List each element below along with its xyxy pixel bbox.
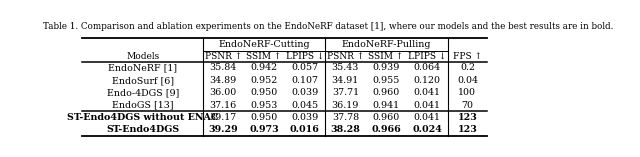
Text: 0.942: 0.942 xyxy=(250,63,278,72)
Text: 39.17: 39.17 xyxy=(210,113,237,122)
Text: 0.107: 0.107 xyxy=(291,76,318,85)
Text: 0.016: 0.016 xyxy=(290,125,319,134)
Text: 0.041: 0.041 xyxy=(413,88,441,97)
Text: 0.064: 0.064 xyxy=(413,63,441,72)
Text: 0.024: 0.024 xyxy=(412,125,442,134)
Text: EndoNeRF-Pulling: EndoNeRF-Pulling xyxy=(342,40,431,49)
Text: 0.057: 0.057 xyxy=(291,63,318,72)
Text: 0.2: 0.2 xyxy=(460,63,475,72)
Text: ST-Endo4DGS without ENAC: ST-Endo4DGS without ENAC xyxy=(67,113,218,122)
Text: 0.952: 0.952 xyxy=(250,76,278,85)
Text: 37.78: 37.78 xyxy=(332,113,359,122)
Text: EndoNeRF [1]: EndoNeRF [1] xyxy=(108,63,177,72)
Text: 0.04: 0.04 xyxy=(457,76,478,85)
Text: 35.84: 35.84 xyxy=(210,63,237,72)
Text: Table 1. Comparison and ablation experiments on the EndoNeRF dataset [1], where : Table 1. Comparison and ablation experim… xyxy=(43,22,613,31)
Text: 100: 100 xyxy=(458,88,476,97)
Text: 0.953: 0.953 xyxy=(250,101,278,110)
Text: 39.29: 39.29 xyxy=(209,125,238,134)
Text: Endo-4DGS [9]: Endo-4DGS [9] xyxy=(106,88,179,97)
Text: 36.19: 36.19 xyxy=(332,101,359,110)
Text: 0.939: 0.939 xyxy=(372,63,400,72)
Text: 0.045: 0.045 xyxy=(291,101,318,110)
Text: 0.955: 0.955 xyxy=(372,76,400,85)
Text: FPS ↑: FPS ↑ xyxy=(453,52,482,61)
Text: PSNR ↑: PSNR ↑ xyxy=(205,52,242,61)
Text: 0.041: 0.041 xyxy=(413,113,441,122)
Text: ST-Endo4DGS: ST-Endo4DGS xyxy=(106,125,179,134)
Text: 0.960: 0.960 xyxy=(372,113,399,122)
Text: 0.973: 0.973 xyxy=(249,125,279,134)
Text: 37.71: 37.71 xyxy=(332,88,359,97)
Text: 34.89: 34.89 xyxy=(210,76,237,85)
Text: SSIM ↑: SSIM ↑ xyxy=(246,52,282,61)
Text: EndoNeRF-Cutting: EndoNeRF-Cutting xyxy=(218,40,310,49)
Text: 0.120: 0.120 xyxy=(413,76,441,85)
Text: 36.00: 36.00 xyxy=(210,88,237,97)
Text: 0.039: 0.039 xyxy=(291,113,318,122)
Text: 0.041: 0.041 xyxy=(413,101,441,110)
Text: 70: 70 xyxy=(461,101,474,110)
Text: SSIM ↑: SSIM ↑ xyxy=(369,52,404,61)
Text: 0.950: 0.950 xyxy=(250,113,278,122)
Text: 0.039: 0.039 xyxy=(291,88,318,97)
Text: 123: 123 xyxy=(458,113,477,122)
Text: 0.941: 0.941 xyxy=(372,101,399,110)
Text: EndoSurf [6]: EndoSurf [6] xyxy=(112,76,174,85)
Text: 37.16: 37.16 xyxy=(210,101,237,110)
Text: 0.966: 0.966 xyxy=(371,125,401,134)
Text: PSNR ↑: PSNR ↑ xyxy=(327,52,364,61)
Text: 0.950: 0.950 xyxy=(250,88,278,97)
Text: 35.43: 35.43 xyxy=(332,63,359,72)
Text: 38.28: 38.28 xyxy=(330,125,360,134)
Text: LPIPS ↓: LPIPS ↓ xyxy=(285,52,324,61)
Text: 34.91: 34.91 xyxy=(332,76,359,85)
Text: LPIPS ↓: LPIPS ↓ xyxy=(408,52,446,61)
Text: 123: 123 xyxy=(458,125,477,134)
Text: 0.960: 0.960 xyxy=(372,88,399,97)
Text: Models: Models xyxy=(126,52,159,61)
Text: EndoGS [13]: EndoGS [13] xyxy=(112,101,173,110)
